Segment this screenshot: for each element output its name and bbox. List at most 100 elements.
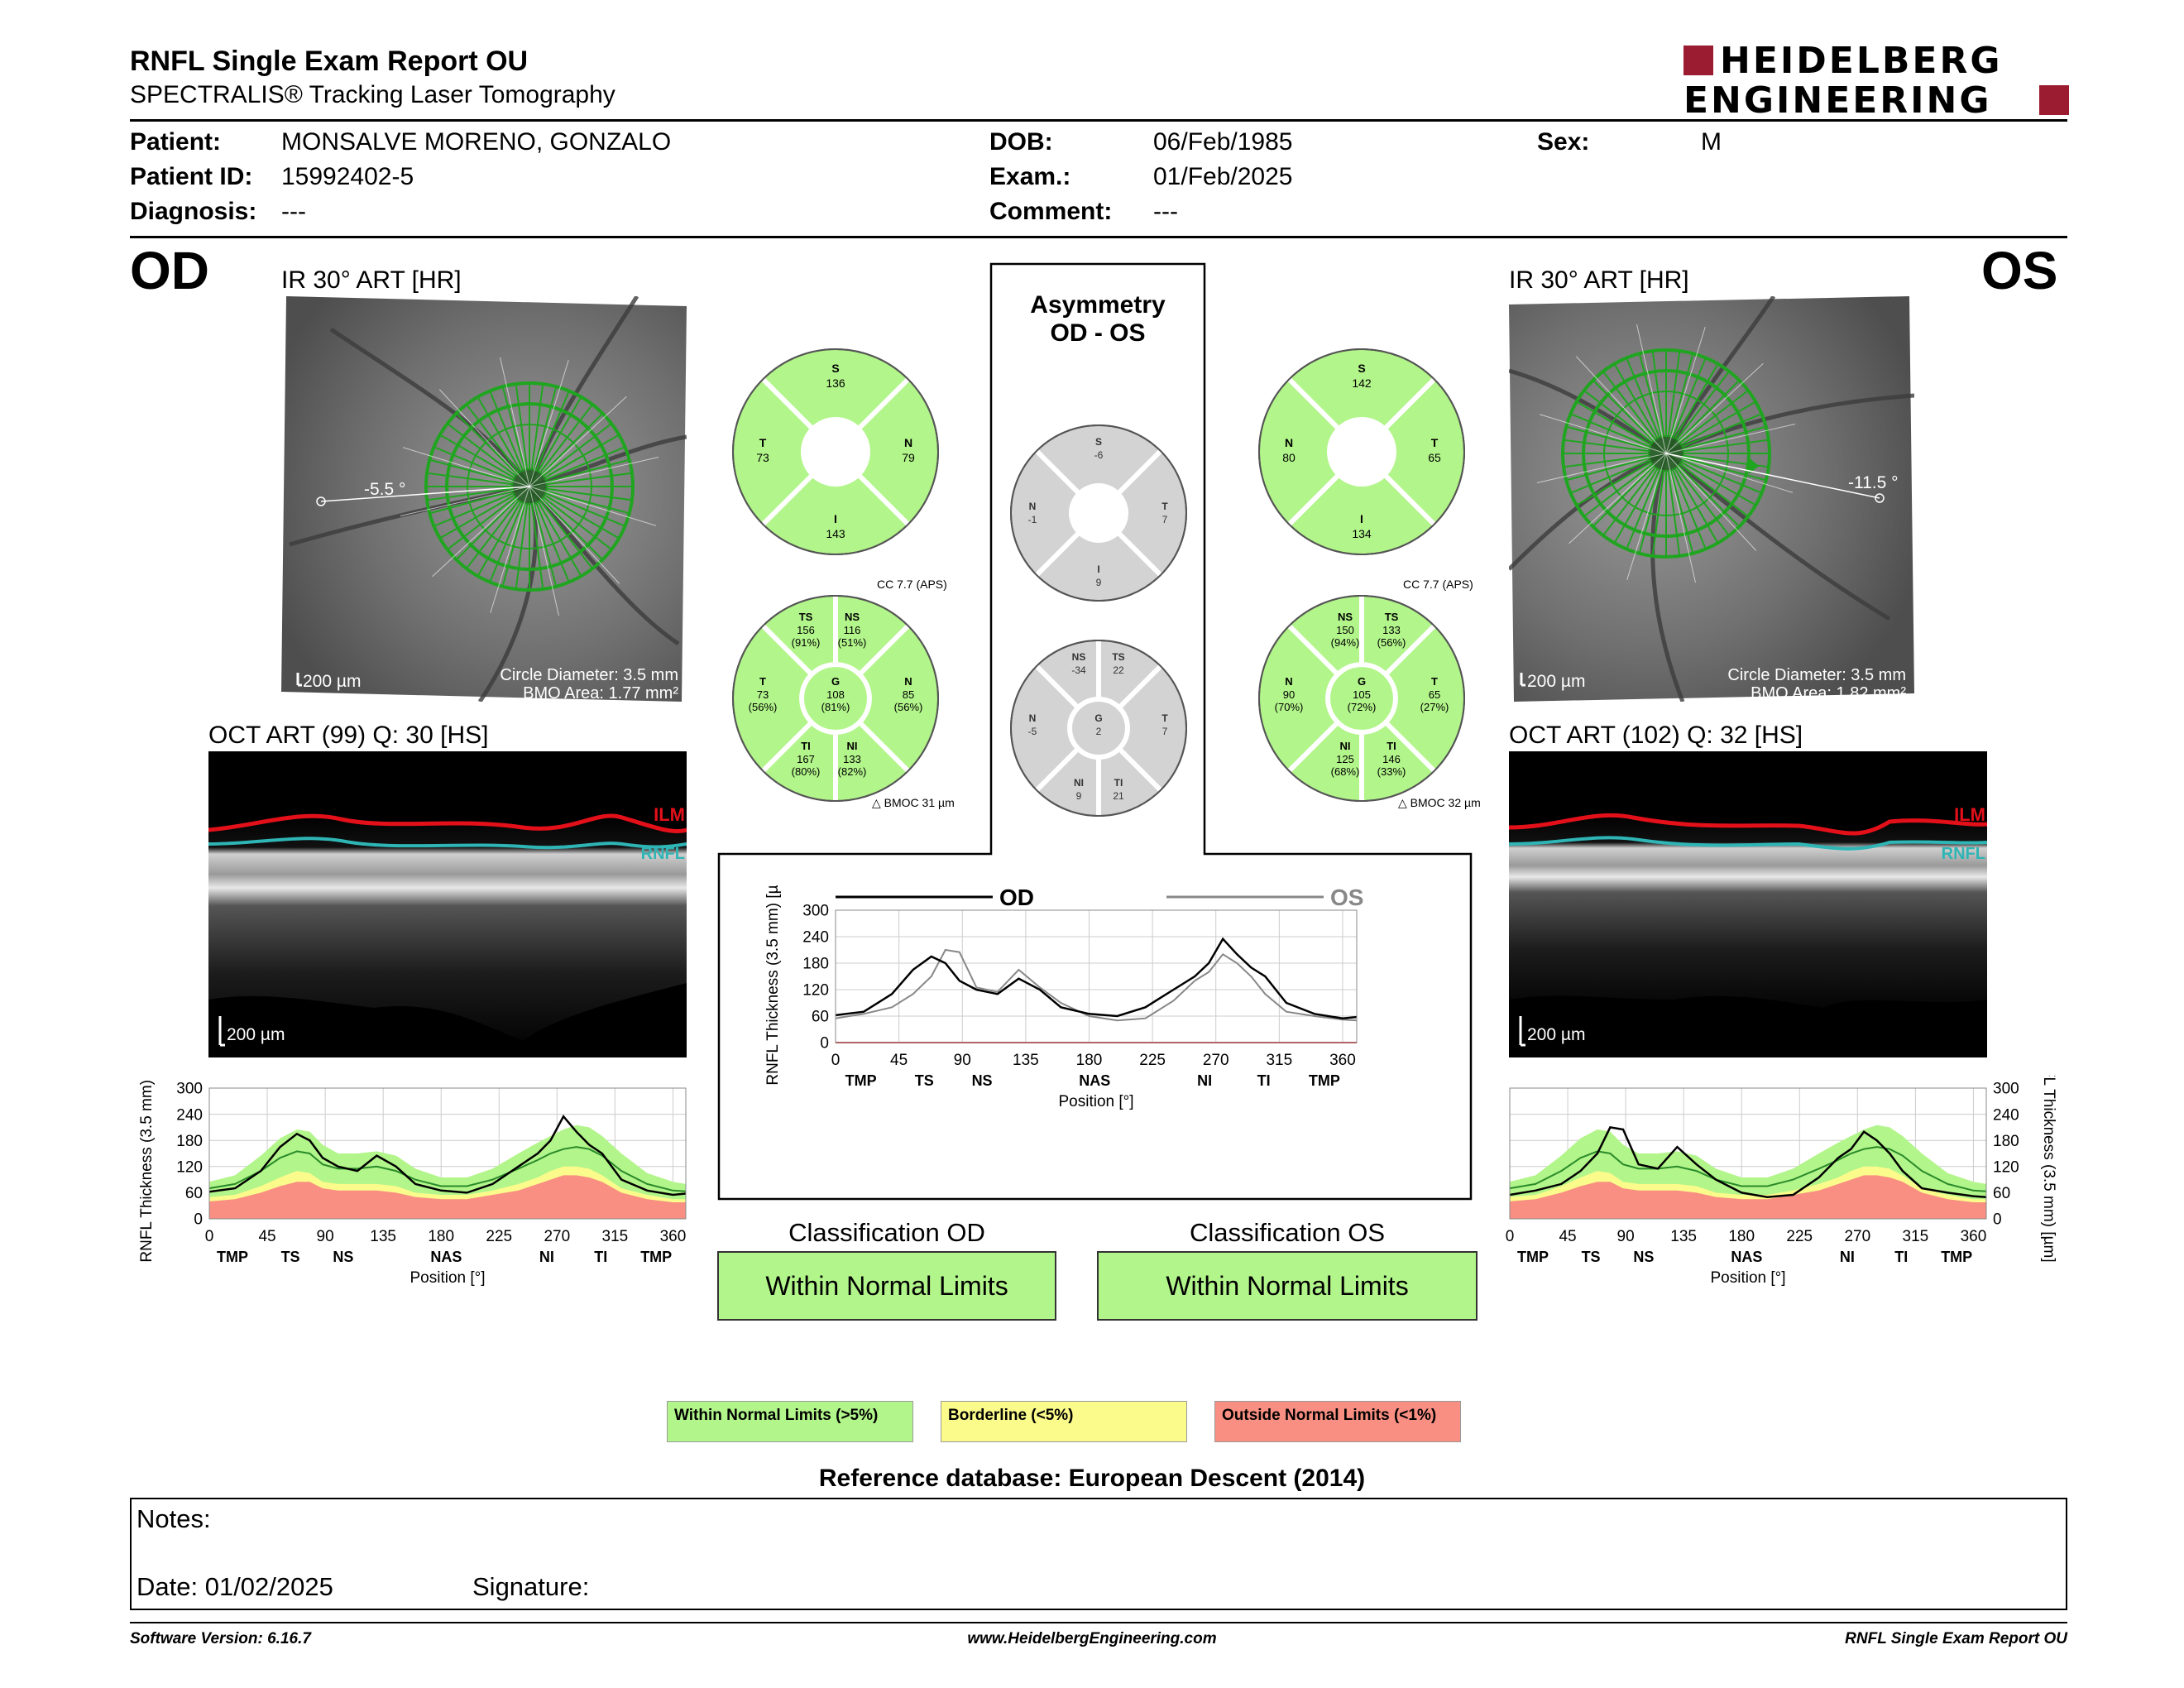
od-q-i-value: 143 — [826, 527, 845, 540]
y-tick-label: 120 — [176, 1158, 203, 1176]
os-classification-result: Within Normal Limits — [1097, 1251, 1478, 1321]
od-q-s-label: S — [831, 362, 839, 375]
os-classification-title: Classification OS — [1189, 1218, 1386, 1247]
normative-mean-line — [208, 1146, 687, 1192]
y-tick-label: 120 — [802, 982, 829, 1000]
report-name-footer: RNFL Single Exam Report OU — [1845, 1630, 2067, 1647]
legend-os-label: OS — [1330, 885, 1363, 910]
y-tick-label: 0 — [1993, 1211, 2002, 1229]
os-q-s-label: S — [1358, 362, 1365, 375]
software-version: Software Version: 6.16.7 — [130, 1630, 311, 1647]
x-tick-label: 270 — [1203, 1052, 1229, 1069]
x-axis-label: Position [°] — [1058, 1093, 1133, 1110]
report-title: RNFL Single Exam Report OU — [130, 46, 529, 77]
sector-tick-label: TMP — [1517, 1249, 1549, 1265]
asym-n6-value: -5 — [1028, 726, 1037, 737]
legend-outside-normal: Outside Normal Limits (<1%) — [1214, 1401, 1461, 1442]
od-g-label: G — [831, 675, 840, 688]
y-axis-label: RNFL Thickness (3.5 mm) [µm] — [2040, 1076, 2057, 1263]
notes-box[interactable]: Notes: Date: 01/02/2025 Signature: — [130, 1498, 2067, 1610]
od-g-pct: (81%) — [821, 701, 850, 713]
sector-tick-label: NAS — [1731, 1249, 1762, 1265]
heidelberg-logo: HEIDELBERG ENGINEERING — [1684, 43, 2069, 119]
os-t6-pct: (27%) — [1420, 701, 1449, 713]
sector-tick-label: TI — [1257, 1072, 1271, 1089]
asymmetry-rnfl-profile-chart: 0 60 120 180 240 300 0 45 90 135 180 225 270 315 360 TM… — [764, 885, 1363, 1110]
os-t6-value: 65 — [1429, 688, 1440, 701]
y-axis-label: RNFL Thickness (3.5 mm) [µm] — [138, 1076, 156, 1263]
plot-frame — [1509, 1087, 1987, 1220]
x-tick-label: 90 — [954, 1052, 971, 1069]
os-ni-value: 125 — [1336, 753, 1354, 765]
plot-frame — [835, 909, 1358, 1043]
exam-label: Exam.: — [989, 163, 1071, 190]
od-t6-label: T — [759, 675, 766, 688]
os-ti-value: 146 — [1382, 753, 1401, 765]
x-tick-label: 270 — [544, 1228, 570, 1245]
outside-normal-band — [209, 1175, 686, 1219]
y-tick-label: 180 — [1993, 1133, 2019, 1150]
diagnosis-label: Diagnosis: — [130, 198, 257, 225]
od-ti-pct: (80%) — [792, 765, 821, 778]
od-ti-label: TI — [801, 740, 811, 752]
os-ir-caption: IR 30° ART [HR] — [1509, 266, 1689, 294]
exam-value: 01/Feb/2025 — [1153, 163, 1293, 190]
os-n6-value: 90 — [1283, 688, 1295, 701]
sector-tick-label: TMP — [217, 1249, 248, 1265]
od-bmo-area: BMO Area: 1.77 mm² — [523, 684, 678, 702]
sector-tick-label: TS — [915, 1072, 934, 1089]
sector-tick-label: NI — [1840, 1249, 1855, 1265]
os-ni-label: NI — [1340, 740, 1351, 752]
od-classification-result: Within Normal Limits — [717, 1251, 1056, 1321]
sex-label: Sex: — [1537, 128, 1590, 156]
asym-q-t-label: T — [1161, 501, 1168, 512]
date-label: Date: 01/02/2025 — [136, 1572, 333, 1601]
os-fundus-image: -11.5 ° 200 µm Circle Diameter: 3.5 mm B… — [1509, 296, 1914, 702]
legend-borderline: Borderline (<5%) — [941, 1401, 1187, 1442]
od-ir-caption: IR 30° ART [HR] — [281, 266, 462, 294]
x-tick-label: 135 — [370, 1228, 396, 1245]
diagnosis-value: --- — [281, 198, 306, 225]
od-n6-label: N — [904, 675, 912, 688]
asym-ni-label: NI — [1074, 777, 1084, 789]
os-n6-label: N — [1285, 675, 1292, 688]
x-tick-label: 180 — [1728, 1228, 1755, 1245]
os-g-label: G — [1358, 675, 1366, 688]
os-oct-scale: 200 µm — [1527, 1025, 1585, 1044]
measured-thickness-line — [1509, 1126, 1987, 1198]
os-q-n-value: 80 — [1282, 451, 1296, 464]
os-q-t-label: T — [1431, 436, 1439, 449]
od-q-s-value: 136 — [826, 376, 845, 390]
od-oct-caption: OCT ART (99) Q: 30 [HS] — [208, 722, 489, 749]
asym-g-value: 2 — [1096, 726, 1102, 737]
legend-od-label: OD — [999, 885, 1034, 910]
sector-tick-label: TI — [1894, 1249, 1908, 1265]
od-fundus-image: -5.5 ° 200 µm Circle Diameter: 3.5 mm BM… — [281, 296, 687, 702]
od-n6-value: 85 — [903, 688, 914, 701]
patient-id: 15992402-5 — [281, 163, 414, 190]
asym-ts-value: 22 — [1113, 664, 1124, 676]
sector-tick-label: NS — [1633, 1249, 1654, 1265]
os-bmo-area: BMO Area: 1.82 mm² — [1751, 684, 1906, 702]
y-tick-label: 60 — [1993, 1185, 2010, 1202]
sector-tick-label: NAS — [430, 1249, 462, 1265]
measured-thickness-line — [208, 1114, 687, 1196]
patient-label: Patient: — [130, 128, 222, 156]
os-ns-label: NS — [1338, 611, 1353, 623]
od-circle-diameter: Circle Diameter: 3.5 mm — [500, 666, 678, 684]
asym-g-label: G — [1094, 712, 1102, 724]
od-ilm-label: ILM — [654, 804, 685, 825]
od-q-t-value: 73 — [756, 451, 769, 464]
os-ti-pct: (33%) — [1377, 765, 1406, 778]
x-tick-label: 0 — [831, 1052, 841, 1069]
os-q-t-value: 65 — [1428, 451, 1441, 464]
y-tick-label: 300 — [802, 903, 829, 920]
website-link[interactable]: www.HeidelbergEngineering.com — [967, 1630, 1217, 1647]
x-tick-label: 45 — [890, 1052, 908, 1069]
asym-q-i-value: 9 — [1096, 577, 1102, 588]
os-ir-scale: 200 µm — [1527, 672, 1585, 691]
os-oct-caption: OCT ART (102) Q: 32 [HS] — [1509, 722, 1803, 749]
patient-name: MONSALVE MORENO, GONZALO — [281, 128, 672, 156]
x-tick-label: 135 — [1670, 1228, 1697, 1245]
os-quadrant-sector-chart: S 142 N 80 T 65 I 134 — [1258, 348, 1465, 555]
